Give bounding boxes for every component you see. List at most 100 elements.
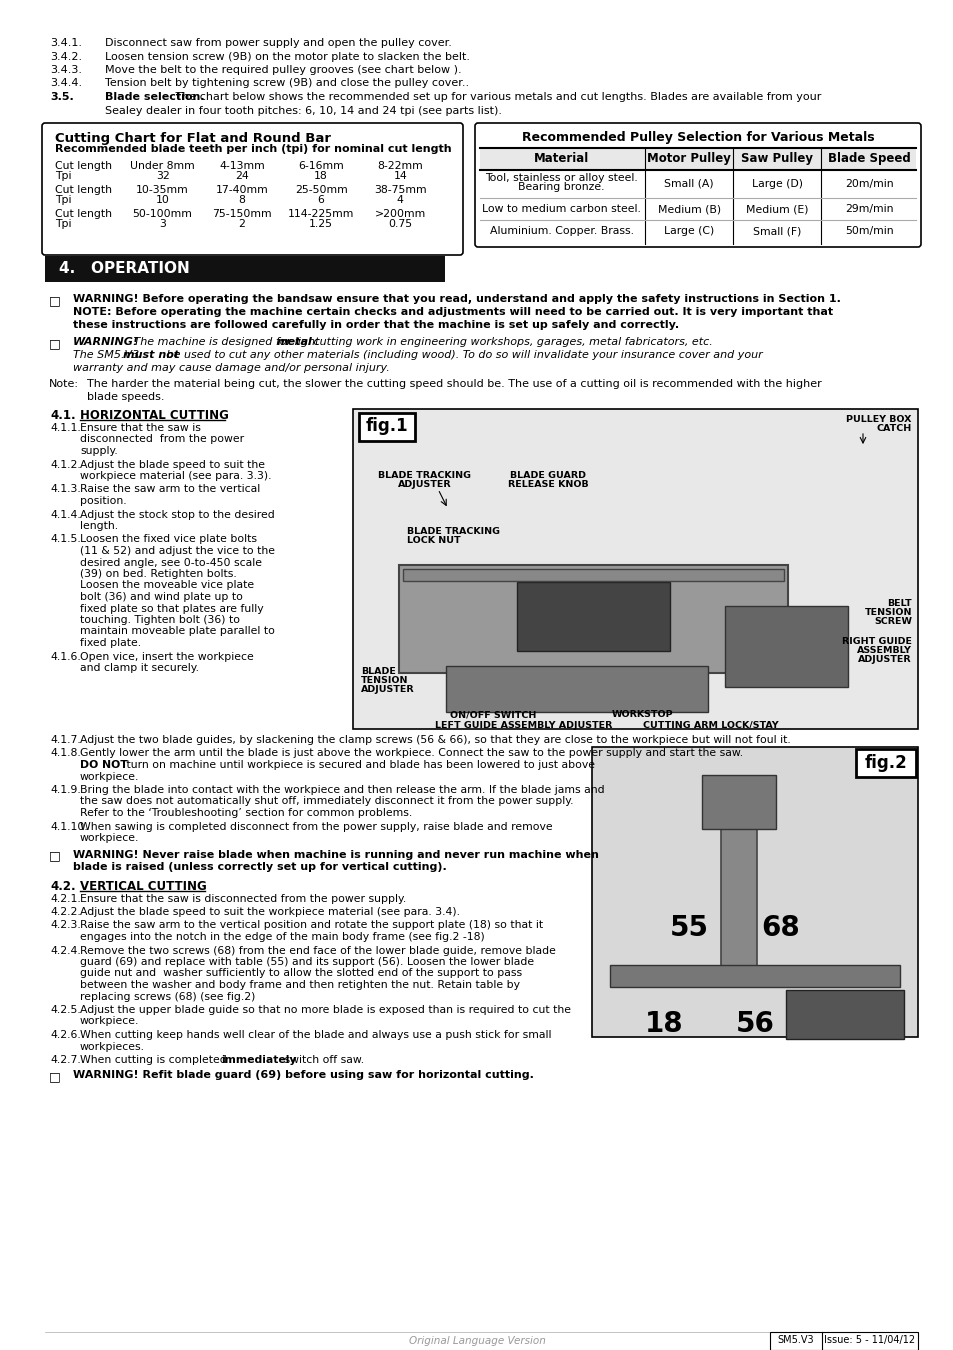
Text: 6: 6 [317, 194, 324, 205]
Text: between the washer and body frame and then retighten the nut. Retain table by: between the washer and body frame and th… [80, 980, 519, 990]
Text: 10-35mm: 10-35mm [136, 185, 189, 194]
Text: LEFT GUIDE ASSEMBLY ADJUSTER: LEFT GUIDE ASSEMBLY ADJUSTER [435, 721, 612, 730]
Text: 14: 14 [393, 171, 407, 181]
Text: SM5.V3: SM5.V3 [777, 1335, 814, 1345]
Text: 4.1.4.: 4.1.4. [50, 509, 81, 520]
Text: 3: 3 [159, 219, 166, 230]
Text: Issue: 5 - 11/04/12: Issue: 5 - 11/04/12 [823, 1335, 915, 1345]
Text: 8-22mm: 8-22mm [377, 161, 423, 171]
Text: RIGHT GUIDE: RIGHT GUIDE [841, 637, 911, 647]
Text: 50m/min: 50m/min [844, 225, 893, 236]
Text: Adjust the upper blade guide so that no more blade is exposed than is required t: Adjust the upper blade guide so that no … [80, 1004, 571, 1015]
Bar [479, 148, 915, 170]
Text: 17-40mm: 17-40mm [215, 185, 268, 194]
Text: Material: Material [534, 153, 589, 165]
Text: >200mm: >200mm [375, 209, 426, 219]
Text: The chart below shows the recommended set up for various metals and cut lengths.: The chart below shows the recommended se… [172, 92, 821, 103]
Text: WORKSTOP: WORKSTOP [612, 710, 673, 720]
Text: TENSION: TENSION [360, 676, 408, 684]
Text: CUTTING ARM LOCK/STAY: CUTTING ARM LOCK/STAY [642, 721, 778, 730]
Text: Adjust the two blade guides, by slackening the clamp screws (56 & 66), so that t: Adjust the two blade guides, by slackeni… [80, 734, 790, 745]
Text: Move the belt to the required pulley grooves (see chart below ).: Move the belt to the required pulley gro… [105, 65, 461, 76]
Text: 0.75: 0.75 [388, 219, 412, 230]
Text: 50-100mm: 50-100mm [132, 209, 193, 219]
Text: be used to cut any other materials (including wood). To do so will invalidate yo: be used to cut any other materials (incl… [163, 350, 762, 360]
Text: NOTE: Before operating the machine certain checks and adjustments will need to b: NOTE: Before operating the machine certa… [73, 306, 832, 317]
Text: turn on machine until workpiece is secured and blade has been lowered to just ab: turn on machine until workpiece is secur… [123, 760, 595, 770]
Text: desired angle, see 0-to-450 scale: desired angle, see 0-to-450 scale [80, 558, 262, 567]
Text: BLADE TRACKING: BLADE TRACKING [378, 471, 471, 481]
Text: Bearing bronze.: Bearing bronze. [517, 182, 604, 192]
Text: Recommended Pulley Selection for Various Metals: Recommended Pulley Selection for Various… [521, 131, 873, 144]
Text: BLADE: BLADE [360, 667, 395, 676]
Text: Loosen the moveable vice plate: Loosen the moveable vice plate [80, 580, 253, 590]
Text: HORIZONTAL CUTTING: HORIZONTAL CUTTING [80, 409, 229, 423]
Text: Tpi: Tpi [55, 219, 71, 230]
Text: Loosen tension screw (9B) on the motor plate to slacken the belt.: Loosen tension screw (9B) on the motor p… [105, 51, 470, 62]
Text: fixed plate so that plates are fully: fixed plate so that plates are fully [80, 603, 263, 613]
FancyBboxPatch shape [475, 123, 920, 247]
Text: 4.2.2.: 4.2.2. [50, 907, 81, 917]
Text: 24: 24 [234, 171, 249, 181]
Text: 4.2.5.: 4.2.5. [50, 1004, 81, 1015]
Text: □: □ [49, 338, 61, 350]
Text: supply.: supply. [80, 446, 117, 456]
Text: Sealey dealer in four tooth pitches: 6, 10, 14 and 24 tpi (see parts list).: Sealey dealer in four tooth pitches: 6, … [105, 105, 501, 116]
Bar [402, 568, 783, 580]
Text: □: □ [49, 294, 61, 306]
Text: warranty and may cause damage and/or personal injury.: warranty and may cause damage and/or per… [73, 363, 390, 373]
Text: Adjust the blade speed to suit the: Adjust the blade speed to suit the [80, 459, 265, 470]
FancyBboxPatch shape [517, 582, 669, 651]
Text: Tension belt by tightening screw (9B) and close the pulley cover..: Tension belt by tightening screw (9B) an… [105, 78, 469, 89]
Text: Blade Speed: Blade Speed [827, 153, 910, 165]
Text: Blade selection.: Blade selection. [105, 92, 204, 103]
Text: Tpi: Tpi [55, 171, 71, 181]
Text: blade speeds.: blade speeds. [87, 392, 164, 402]
Text: 4: 4 [396, 194, 403, 205]
Text: 2: 2 [238, 219, 245, 230]
Text: fixed plate.: fixed plate. [80, 639, 141, 648]
Text: DO NOT: DO NOT [80, 760, 128, 770]
Text: ADJUSTER: ADJUSTER [397, 481, 452, 489]
Text: 4.1.3.: 4.1.3. [50, 485, 81, 494]
Text: 18: 18 [314, 171, 328, 181]
Text: ADJUSTER: ADJUSTER [858, 655, 911, 664]
Text: (39) on bed. Retighten bolts.: (39) on bed. Retighten bolts. [80, 568, 236, 579]
Text: 4.1.7.: 4.1.7. [50, 734, 81, 745]
Text: blade is raised (unless correctly set up for vertical cutting).: blade is raised (unless correctly set up… [73, 863, 446, 872]
Text: BLADE TRACKING: BLADE TRACKING [407, 526, 499, 536]
Text: Raise the saw arm to the vertical: Raise the saw arm to the vertical [80, 485, 260, 494]
Text: 4.2.3.: 4.2.3. [50, 921, 81, 930]
Text: Under 8mm: Under 8mm [131, 161, 194, 171]
FancyBboxPatch shape [784, 990, 902, 1038]
FancyBboxPatch shape [42, 123, 462, 255]
Text: workpiece.: workpiece. [80, 771, 139, 782]
Text: 4.1.1.: 4.1.1. [50, 423, 81, 433]
Text: touching. Tighten bolt (36) to: touching. Tighten bolt (36) to [80, 616, 240, 625]
Text: VERTICAL CUTTING: VERTICAL CUTTING [80, 879, 207, 892]
Text: 4.2.: 4.2. [50, 879, 75, 892]
Text: (11 & 52) and adjust the vice to the: (11 & 52) and adjust the vice to the [80, 545, 274, 556]
Text: 25-50mm: 25-50mm [294, 185, 347, 194]
Text: When sawing is completed disconnect from the power supply, raise blade and remov: When sawing is completed disconnect from… [80, 822, 552, 832]
Text: 3.4.3.: 3.4.3. [50, 65, 82, 76]
Text: WARNING! Refit blade guard (69) before using saw for horizontal cutting.: WARNING! Refit blade guard (69) before u… [73, 1071, 534, 1080]
Text: ADJUSTER: ADJUSTER [360, 684, 415, 694]
Text: BLADE GUARD: BLADE GUARD [510, 471, 585, 481]
Bar [720, 776, 756, 967]
Text: Tpi: Tpi [55, 194, 71, 205]
Text: and clamp it securely.: and clamp it securely. [80, 663, 199, 674]
Text: BELT: BELT [886, 599, 911, 608]
Bar [45, 256, 444, 282]
Text: 4.1.: 4.1. [50, 409, 75, 423]
Text: 4.1.2.: 4.1.2. [50, 459, 81, 470]
Text: Adjust the blade speed to suit the workpiece material (see para. 3.4).: Adjust the blade speed to suit the workp… [80, 907, 459, 917]
Text: position.: position. [80, 495, 127, 506]
Text: Loosen the fixed vice plate bolts: Loosen the fixed vice plate bolts [80, 535, 256, 544]
Text: Tool, stainless or alloy steel.: Tool, stainless or alloy steel. [485, 173, 638, 184]
Text: PULLEY BOX: PULLEY BOX [845, 414, 911, 424]
Text: fig.1: fig.1 [365, 417, 408, 435]
Text: 20m/min: 20m/min [844, 180, 893, 189]
Text: Cut length: Cut length [55, 161, 112, 171]
Text: 4.2.6.: 4.2.6. [50, 1030, 81, 1040]
